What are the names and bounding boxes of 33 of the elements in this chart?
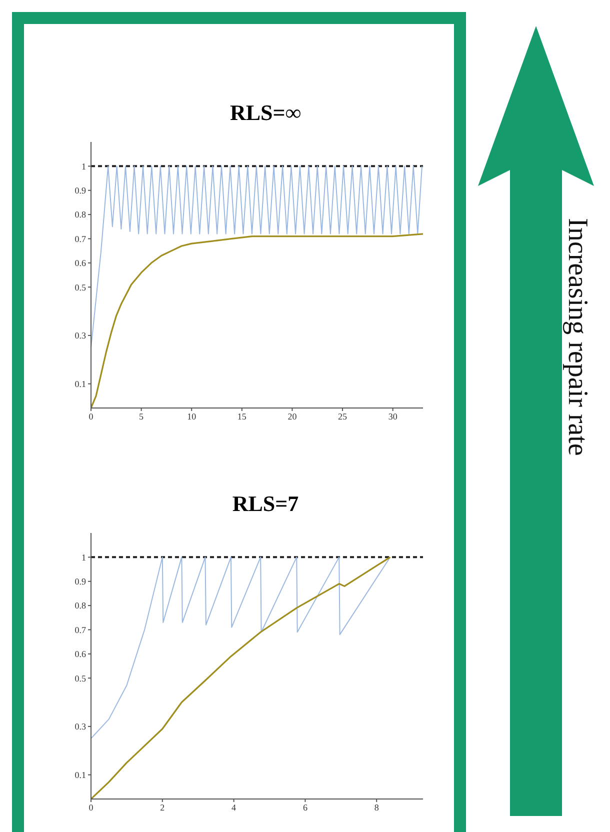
- y-tick-label: 0.1: [74, 770, 86, 780]
- x-tick-label: 0: [88, 802, 94, 812]
- x-tick-label: 15: [237, 411, 247, 422]
- y-tick-label: 0.9: [74, 186, 86, 196]
- x-tick-label: 8: [374, 802, 380, 812]
- chart-title: RLS=∞: [228, 100, 302, 127]
- x-tick-label: 6: [302, 802, 308, 812]
- x-tick-label: 30: [388, 411, 398, 422]
- y-tick-label: 1: [82, 552, 86, 562]
- x-tick-label: 20: [288, 411, 298, 422]
- y-tick-label: 0.5: [74, 673, 86, 684]
- x-tick-label: 4: [232, 802, 237, 812]
- y-tick-label: 0.1: [74, 379, 86, 390]
- y-tick-label: 0.9: [74, 576, 86, 587]
- y-tick-label: 0.7: [74, 234, 86, 244]
- y-tick-label: 0.7: [74, 624, 86, 635]
- y-tick-label: 0.3: [74, 722, 86, 732]
- y-tick-label: 0.6: [74, 649, 86, 660]
- line-series: [91, 556, 391, 740]
- y-tick-label: 0.3: [74, 330, 86, 341]
- x-tick-label: 0: [88, 411, 94, 422]
- y-tick-label: 0.6: [74, 258, 86, 268]
- text: Increasing repair rate: [561, 218, 593, 456]
- x-tick-label: 10: [187, 411, 197, 422]
- y-tick-label: 0.8: [74, 600, 86, 611]
- chart-title: RLS=7: [231, 491, 300, 518]
- x-tick-label: 5: [139, 411, 144, 422]
- x-tick-label: 25: [338, 411, 348, 422]
- x-tick-label: 2: [160, 802, 165, 812]
- y-tick-label: 0.5: [74, 282, 86, 292]
- y-tick-label: 1: [82, 161, 86, 172]
- line-series: [91, 556, 391, 799]
- y-tick-label: 0.8: [74, 210, 86, 220]
